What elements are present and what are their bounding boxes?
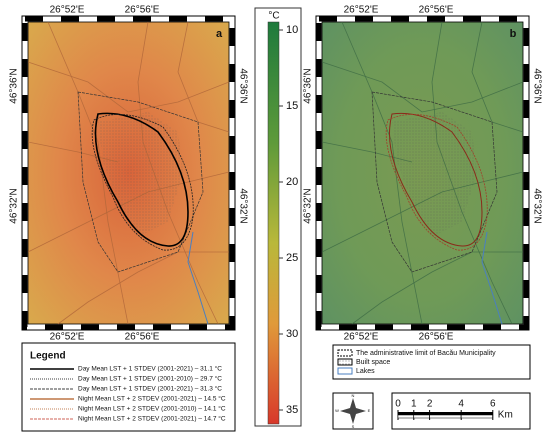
- road: [351, 251, 523, 325]
- frame-checker: [316, 16, 529, 330]
- legend-label: Built space: [356, 359, 390, 366]
- coord-label: 46°36'N: [9, 68, 20, 103]
- road: [57, 251, 229, 325]
- coord-label: 26°52'E: [344, 332, 379, 343]
- coord-label: 26°56'E: [125, 332, 160, 343]
- built-space: [392, 112, 477, 237]
- coord-label: 46°32'N: [303, 188, 314, 223]
- road: [47, 21, 129, 325]
- legend-swatch: [337, 367, 353, 375]
- legend-label: Night Mean LST + 2 STDEV (2001-2010) – 1…: [78, 405, 226, 413]
- compass-label: N: [352, 393, 355, 398]
- scale-label: 1: [411, 399, 417, 410]
- colorbar-tick-label: 15: [286, 100, 298, 112]
- scale-segment: [460, 414, 494, 419]
- scale-segment: [397, 414, 415, 419]
- coord-label: 26°56'E: [125, 5, 160, 16]
- legend-swatch: [337, 358, 353, 366]
- scale-segment: [413, 414, 430, 419]
- legend-label: Day Mean LST + 1 STDEV (2001-2010) – 29.…: [78, 375, 222, 383]
- colorbar-tick-label: 30: [286, 328, 298, 340]
- legend-title: Legend: [30, 351, 66, 362]
- scale-label: 4: [458, 399, 464, 410]
- compass-label: E: [368, 408, 371, 413]
- coord-label: 26°56'E: [419, 5, 454, 16]
- coord-label: 26°56'E: [419, 332, 454, 343]
- isoline: [91, 114, 194, 251]
- scale-segment: [461, 412, 493, 415]
- scale-segment: [429, 414, 462, 419]
- map-features: [27, 21, 230, 325]
- admin-limit: [371, 91, 498, 273]
- admin-limit: [77, 91, 204, 273]
- coord-label: 46°36'N: [303, 68, 314, 103]
- coord-label: 46°32'N: [237, 188, 248, 223]
- road: [177, 21, 230, 133]
- scale-unit: Km: [498, 410, 513, 421]
- scale-label: 0: [395, 399, 401, 410]
- frame-checker: [22, 16, 235, 330]
- isoline: [94, 112, 189, 247]
- compass-label: S: [352, 424, 355, 429]
- isoline: [389, 112, 483, 247]
- coord-label: 26°52'E: [344, 5, 379, 16]
- scale-segment: [413, 412, 430, 415]
- legend-swatch: [337, 349, 353, 357]
- river: [187, 231, 209, 325]
- road: [27, 61, 230, 113]
- legend-label: The administrative limit of Bacău Munici…: [356, 350, 496, 357]
- legend-label: Night Mean LST + 2 STDEV (2001-2021) – 1…: [78, 395, 226, 403]
- road: [321, 61, 524, 113]
- legend-label: Night Mean LST + 2 STDEV (2001-2021) – 1…: [78, 415, 226, 423]
- colorbar-unit: °C: [268, 11, 279, 22]
- map-features: [321, 21, 524, 325]
- colorbar-tick-label: 35: [286, 404, 298, 416]
- coord-label: 46°32'N: [9, 188, 20, 223]
- road: [341, 21, 423, 325]
- coord-label: 46°36'N: [531, 68, 542, 103]
- compass-rose: [340, 398, 366, 424]
- panel-label: a: [216, 28, 223, 40]
- legend-box: [332, 344, 531, 380]
- coord-label: 46°36'N: [237, 68, 248, 103]
- compass-label: W: [335, 408, 339, 413]
- road: [471, 21, 524, 133]
- built-space: [98, 112, 183, 237]
- scale-segment: [429, 412, 462, 415]
- isoline: [385, 114, 488, 251]
- panel-label: b: [510, 28, 517, 40]
- colorbar: [267, 21, 280, 425]
- legend-label: Day Mean LST + 1 STDEV (2001-2021) – 31.…: [78, 385, 222, 393]
- coord-label: 26°52'E: [50, 332, 85, 343]
- legend-label: Lakes: [356, 368, 375, 375]
- coord-label: 46°32'N: [531, 188, 542, 223]
- legend-label: Day Mean LST + 1 STDEV (2001-2021) – 31.…: [78, 365, 222, 373]
- scale-label: 6: [490, 399, 496, 410]
- legend-box: [21, 342, 236, 432]
- coord-label: 26°52'E: [50, 5, 85, 16]
- river: [481, 231, 503, 325]
- colorbar-tick-label: 10: [286, 24, 298, 36]
- colorbar-tick-label: 25: [286, 252, 298, 264]
- scale-label: 2: [427, 399, 433, 410]
- colorbar-tick-label: 20: [286, 176, 298, 188]
- scale-segment: [398, 412, 414, 415]
